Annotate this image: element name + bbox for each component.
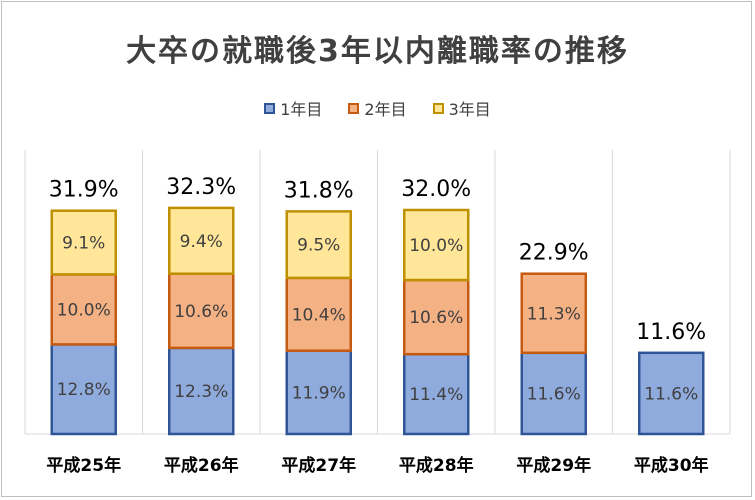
total-value-label: 11.6% [636, 320, 706, 345]
segment-value-label: 11.4% [409, 385, 463, 405]
total-value-label: 32.3% [166, 175, 236, 200]
legend-swatch [348, 102, 360, 114]
bar-segment-3-3 [285, 210, 352, 280]
total-value-label: 31.8% [284, 178, 354, 203]
category-label: 平成26年 [164, 455, 239, 476]
segment-value-label: 11.3% [527, 304, 581, 324]
segment-value-label: 12.8% [57, 380, 111, 400]
legend-label: 3年目 [448, 100, 491, 119]
category-label: 平成30年 [634, 455, 709, 476]
bar-segment-2-3 [285, 276, 352, 352]
chart-title: 大卒の就職後3年以内離職率の推移 [126, 34, 629, 69]
segment-value-label: 9.4% [180, 232, 223, 252]
segment-value-label: 12.3% [174, 382, 228, 402]
bar-segment-3-1 [50, 209, 117, 276]
bar-segment-1-5 [520, 351, 587, 436]
legend-item-1: 1年目 [264, 96, 322, 120]
segment-value-label: 11.6% [527, 384, 581, 404]
segment-value-label: 10.0% [409, 236, 463, 256]
bar-segment-1-1 [50, 343, 117, 436]
bar-segment-1-2 [168, 346, 235, 436]
category-label: 平成29年 [516, 455, 591, 476]
legend-label: 2年目 [364, 100, 407, 119]
bar-segment-3-2 [168, 206, 235, 275]
bar-segment-2-5 [520, 272, 587, 355]
legend-label: 1年目 [280, 100, 323, 119]
segment-value-label: 10.0% [57, 300, 111, 320]
segment-value-label: 11.9% [292, 383, 346, 403]
total-value-label: 22.9% [519, 241, 589, 266]
total-value-label: 31.9% [49, 178, 119, 203]
segment-value-label: 11.6% [644, 384, 698, 404]
segment-value-label: 10.6% [409, 308, 463, 328]
segment-value-label: 10.6% [174, 302, 228, 322]
segment-value-label: 9.1% [62, 234, 105, 254]
legend-swatch [432, 102, 444, 114]
category-label: 平成28年 [399, 455, 474, 476]
category-label: 平成25年 [46, 455, 121, 476]
legend-item-2: 2年目 [348, 96, 407, 120]
legend-swatch [264, 102, 276, 114]
segment-value-label: 10.4% [292, 305, 346, 325]
segment-value-label: 9.5% [297, 236, 340, 256]
total-value-label: 32.0% [401, 177, 471, 202]
chart-legend: 1年目 2年目 3年目 [0, 96, 755, 120]
bar-segment-1-6 [638, 351, 705, 436]
category-label: 平成27年 [281, 455, 356, 476]
bar-segment-2-2 [168, 272, 235, 350]
bar-segment-3-4 [403, 208, 470, 282]
legend-item-3: 3年目 [432, 96, 491, 120]
bar-segment-1-3 [285, 349, 352, 436]
